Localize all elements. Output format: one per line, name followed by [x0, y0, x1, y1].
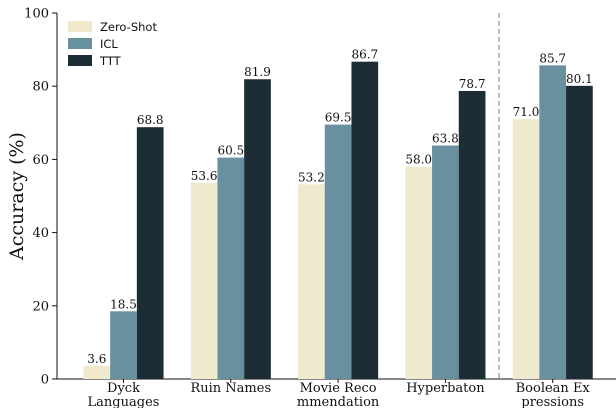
- y-tick-label: 60: [32, 153, 49, 168]
- x-tick-label: pressions: [521, 395, 584, 408]
- bar-ttt: [458, 90, 486, 379]
- bar-value-label: 80.1: [566, 72, 593, 86]
- bar-icl: [217, 157, 245, 379]
- y-axis-label: Accuracy (%): [6, 132, 28, 261]
- bar-ttt: [244, 79, 271, 379]
- bar-zero-shot: [512, 119, 540, 379]
- bar-icl: [324, 124, 352, 379]
- y-tick-label: 40: [32, 226, 49, 241]
- bar-zero-shot: [83, 365, 111, 379]
- bar-value-label: 86.7: [351, 48, 378, 62]
- x-tick-label: mmendation: [297, 395, 380, 408]
- bar-value-label: 58.0: [405, 153, 432, 167]
- bar-ttt: [136, 127, 164, 379]
- x-tick-label: Ruin Names: [190, 381, 271, 396]
- bar-zero-shot: [405, 166, 433, 379]
- x-tick-label: Movie Reco: [300, 381, 377, 396]
- bar-zero-shot: [190, 182, 218, 379]
- bar-ttt: [351, 61, 379, 379]
- bar-icl: [432, 145, 459, 379]
- bar-icl: [539, 65, 567, 379]
- bar-ttt: [566, 85, 593, 380]
- bar-value-label: 53.2: [298, 170, 325, 184]
- legend-swatch: [68, 55, 92, 66]
- legend-label: TTT: [99, 54, 122, 68]
- y-tick-label: 20: [32, 299, 49, 314]
- x-tick-label: Dyck: [107, 381, 140, 396]
- bar-value-label: 78.7: [459, 77, 486, 91]
- bar-value-label: 68.8: [137, 113, 164, 127]
- bar-value-label: 3.6: [87, 352, 106, 366]
- bar-value-label: 69.5: [325, 111, 352, 125]
- legend-label: Zero-Shot: [100, 20, 157, 34]
- bar-value-label: 18.5: [110, 297, 137, 311]
- y-tick-label: 80: [32, 80, 49, 95]
- bar-value-label: 81.9: [244, 65, 271, 79]
- bar-value-label: 85.7: [539, 51, 566, 65]
- bar-value-label: 63.8: [432, 131, 459, 145]
- legend-label: ICL: [100, 37, 118, 51]
- x-tick-label: Languages: [88, 395, 160, 408]
- y-tick-label: 100: [24, 7, 49, 22]
- bar-zero-shot: [298, 184, 325, 379]
- x-tick-label: Hyperbaton: [406, 381, 485, 396]
- x-tick-label: Boolean Ex: [516, 381, 591, 396]
- y-tick-label: 0: [41, 373, 49, 388]
- legend-swatch: [68, 38, 92, 49]
- bar-value-label: 71.0: [513, 105, 540, 119]
- bar-value-label: 53.6: [191, 169, 218, 183]
- bar-value-label: 60.5: [217, 144, 244, 158]
- bar-icl: [110, 311, 137, 379]
- legend-swatch: [68, 21, 92, 32]
